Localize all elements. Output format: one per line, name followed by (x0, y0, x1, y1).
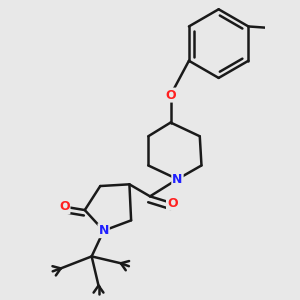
Text: N: N (98, 224, 109, 237)
Text: O: O (165, 88, 176, 102)
Text: O: O (59, 200, 70, 213)
Text: O: O (167, 197, 178, 210)
Text: N: N (172, 173, 183, 186)
